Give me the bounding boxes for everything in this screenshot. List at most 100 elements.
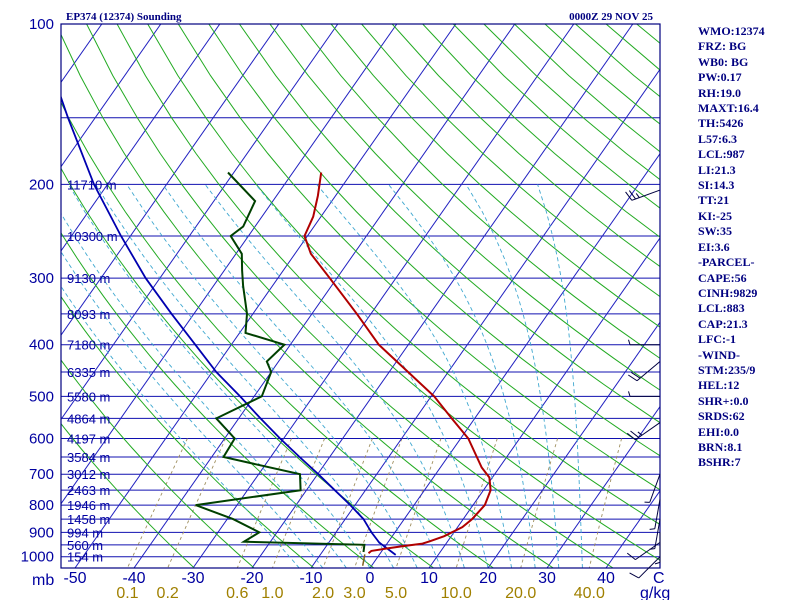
height-level-label: 9130 m [67, 271, 110, 286]
dry-adiabat-line [269, 24, 660, 391]
height-level-label: 994 m [67, 525, 103, 540]
height-level-label: 8093 m [67, 307, 110, 322]
isotherm-line [61, 24, 162, 168]
dry-adiabat-line [61, 101, 494, 568]
mixing-ratio-tick-label: 20.0 [505, 585, 536, 600]
chart-title: EP374 (12374) Sounding [66, 11, 182, 23]
dry-adiabat-line [361, 24, 660, 298]
pressure-tick-label: 800 [29, 497, 54, 514]
pressure-tick-label: 500 [29, 388, 54, 405]
moist-adiabat-line [61, 212, 347, 568]
wind-barb-staff [635, 541, 661, 561]
wind-barb [626, 422, 661, 441]
wind-barb-staff [635, 422, 661, 441]
wind-barb-feather [630, 430, 640, 438]
temperature-tick-label: 10 [420, 570, 438, 587]
height-labels: 11710 m 10300 m 9130 m 8093 m 7180 m 6335 m 55… [67, 177, 118, 564]
moist-adiabat-line [204, 184, 465, 568]
mixing-ratio-tick-label: 0.6 [226, 585, 248, 600]
wind-barb [626, 541, 661, 561]
wind-barb-staff [654, 499, 661, 529]
wind-barb-half-feather [649, 528, 655, 530]
wind-barb-staff [631, 189, 661, 201]
pressure-tick-label: 700 [29, 466, 54, 483]
dewpoint-trace [195, 171, 366, 553]
mixing-ratio-unit: g/kg [640, 585, 670, 600]
wind-barb [629, 556, 661, 579]
mixing-ratio-line [126, 438, 188, 568]
index-item: RH:19.0 [698, 85, 741, 100]
pressure-axis-label: mb [32, 572, 54, 589]
chart-time: 0000Z 29 NOV 25 [569, 11, 653, 23]
isotherm-line [133, 24, 516, 568]
wind-barb-feather [625, 191, 633, 201]
isotherm-line [546, 405, 660, 568]
temperature-tick-label: 0 [366, 570, 375, 587]
height-level-label: 1946 m [67, 498, 110, 513]
index-item: CAP:21.3 [698, 316, 748, 331]
wind-barb-staff [649, 474, 661, 503]
index-item: SW:35 [698, 224, 733, 239]
temperature-tick-label: -50 [63, 570, 86, 587]
index-item: L57:6.3 [698, 131, 737, 146]
dry-adiabat-line [61, 422, 195, 568]
wind-barb-staff [636, 361, 661, 382]
surface-trace [361, 554, 366, 566]
index-item: CAPE:56 [698, 270, 747, 285]
mixing-ratio-lines [126, 438, 623, 568]
index-item: STM:235/9 [698, 362, 756, 377]
wind-barb [628, 391, 660, 397]
temperature-axis-end-label: C [653, 570, 665, 587]
wind-barb-half-feather [654, 561, 661, 565]
moist-adiabat-line [61, 285, 300, 568]
height-level-label: 11710 m [67, 177, 117, 192]
dry-adiabat-line [300, 24, 660, 359]
wind-barb-half-feather [628, 391, 631, 397]
temperature-tick-label: -10 [299, 570, 322, 587]
height-level-label: 3012 m [67, 467, 110, 482]
isotherm-line [61, 24, 339, 421]
index-item: SI:14.3 [698, 178, 735, 193]
height-level-label: 2463 m [67, 483, 110, 498]
moist-adiabat-lines [61, 184, 583, 568]
index-item: WB0: BG [698, 54, 749, 69]
dry-adiabat-line [391, 24, 660, 268]
height-level-label: 1458 m [67, 512, 110, 527]
mixing-ratio-line [167, 438, 227, 568]
index-item: LFC:-1 [698, 332, 736, 347]
index-item: EI:3.6 [698, 239, 730, 254]
index-item: -WIND- [698, 347, 740, 362]
wind-barb-feather [631, 372, 641, 379]
wind-barb [644, 474, 661, 503]
wind-barb-staff [654, 519, 661, 549]
isotherm-line [310, 68, 660, 568]
wind-barb-feather [628, 190, 636, 200]
mixing-ratio-tick-label: 10.0 [441, 585, 472, 600]
index-item: MAXT:16.4 [698, 101, 759, 116]
temperature-trace [303, 172, 492, 554]
height-level-label: 4864 m [67, 411, 110, 426]
pressure-tick-label: 400 [29, 337, 54, 354]
wind-barb-feather [626, 432, 636, 441]
dry-adiabat-line [61, 359, 255, 568]
index-item: LCL:987 [698, 147, 745, 162]
isotherm-line [251, 24, 634, 568]
index-item: SRDS:62 [698, 409, 745, 424]
wind-barb-feather [626, 552, 636, 560]
isotherm-line [74, 24, 457, 568]
mixing-ratio-tick-label: 2.0 [312, 585, 334, 600]
pressure-tick-label: 900 [29, 524, 54, 541]
moist-adiabat-line [255, 184, 489, 568]
height-level-label: 4197 m [67, 432, 110, 447]
dry-adiabat-lines [61, 24, 660, 568]
isotherm-line [61, 24, 398, 505]
moist-adiabat-line [465, 184, 560, 568]
mixing-ratio-tick-label: 3.0 [343, 585, 365, 600]
sounding-profiles [61, 94, 492, 566]
temperature-tick-label: -30 [181, 570, 204, 587]
wind-barb-feather [628, 374, 638, 382]
isotherm-lines [61, 24, 660, 568]
mixing-ratio-line [236, 438, 292, 568]
index-item: LCL:883 [698, 301, 745, 316]
dry-adiabat-line [116, 24, 660, 561]
